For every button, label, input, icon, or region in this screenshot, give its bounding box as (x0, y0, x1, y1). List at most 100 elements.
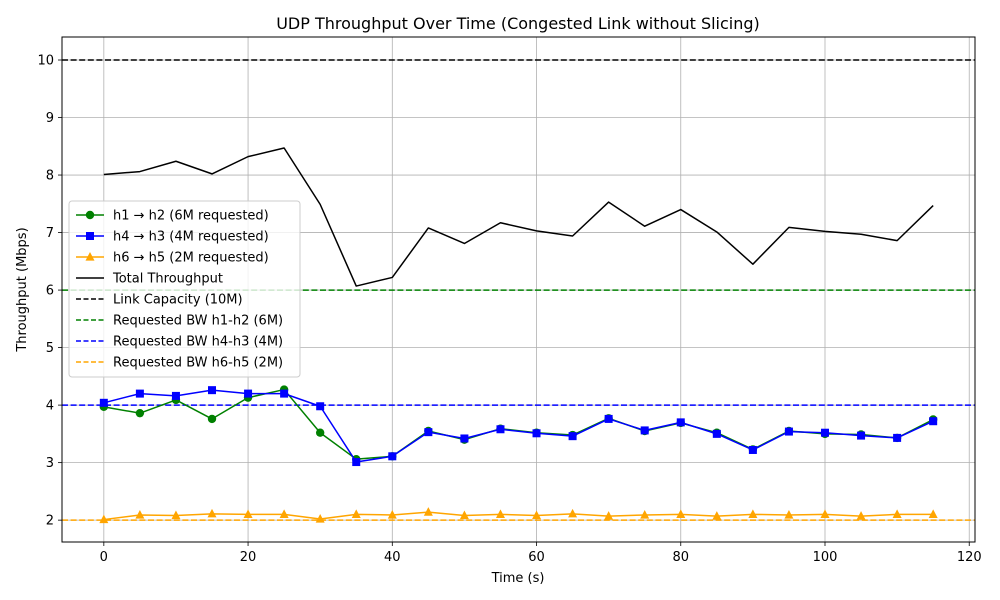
data-point (280, 389, 289, 398)
data-point (712, 429, 721, 438)
legend-item[interactable]: h1 → h2 (6M requested) (76, 209, 269, 224)
data-point (640, 509, 650, 519)
data-point (85, 252, 95, 261)
x-tick-label: 0 (100, 550, 108, 565)
data-point (135, 389, 144, 398)
series-group (99, 385, 938, 464)
data-point (929, 417, 938, 426)
series-line (103, 388, 934, 460)
data-point (568, 432, 577, 441)
data-point (459, 510, 469, 520)
data-point (99, 514, 109, 524)
legend-item[interactable]: Total Throughput (76, 272, 223, 287)
data-point (85, 210, 95, 220)
data-series (99, 147, 938, 524)
legend-item[interactable]: Requested BW h4-h3 (4M) (76, 335, 283, 350)
data-point (460, 434, 469, 443)
data-point (676, 418, 685, 427)
y-tick-label: 2 (46, 514, 54, 529)
y-tick-label: 8 (46, 169, 54, 184)
y-tick-label: 6 (46, 284, 54, 299)
data-point (604, 511, 614, 520)
data-point (928, 509, 938, 518)
y-axis-label: Throughput (Mbps) (15, 227, 30, 352)
data-point (171, 510, 181, 520)
data-point (784, 509, 794, 519)
data-point (423, 507, 433, 516)
data-point (86, 232, 94, 240)
reference-lines (62, 59, 975, 521)
legend-label: Requested BW h6-h5 (2M) (113, 356, 283, 371)
x-tick-label: 60 (528, 550, 545, 565)
x-tick-label: 120 (957, 550, 982, 565)
data-point (315, 428, 325, 437)
y-axis-ticks: 2 3 4 5 6 7 8 9 10 (37, 54, 62, 529)
data-point (748, 445, 757, 454)
series-line (103, 389, 934, 463)
data-point (388, 452, 397, 461)
legend-label: h6 → h5 (2M requested) (113, 251, 269, 266)
legend-label: Requested BW h4-h3 (4M) (113, 335, 283, 350)
legend-label: h4 → h3 (4M requested) (113, 230, 269, 245)
data-point (676, 509, 686, 518)
data-point (244, 389, 253, 398)
data-point (171, 391, 180, 400)
legend-item[interactable]: Link Capacity (10M) (76, 293, 243, 308)
data-point (532, 429, 541, 438)
data-point (820, 509, 830, 518)
data-point (207, 508, 217, 518)
data-point (424, 428, 433, 437)
y-tick-label: 4 (46, 399, 54, 414)
x-axis-ticks: 0 20 40 60 80 100 120 (100, 542, 982, 565)
chart-title: UDP Throughput Over Time (Congested Link… (276, 14, 760, 33)
legend-label: Requested BW h1-h2 (6M) (113, 314, 283, 329)
legend-item[interactable]: Requested BW h6-h5 (2M) (76, 356, 283, 371)
legend-item[interactable]: h4 → h3 (4M requested) (76, 230, 269, 245)
data-point (784, 427, 793, 436)
legend-item[interactable]: Requested BW h1-h2 (6M) (76, 314, 283, 329)
data-point (496, 425, 505, 434)
data-point (748, 509, 758, 518)
legend-label: Total Throughput (112, 272, 223, 287)
x-tick-label: 20 (240, 550, 257, 565)
series-group (103, 147, 934, 287)
data-point (893, 433, 902, 442)
data-point (387, 509, 397, 519)
x-tick-label: 80 (672, 550, 689, 565)
data-point (207, 414, 217, 424)
data-point (640, 426, 649, 435)
data-point (820, 428, 829, 437)
y-tick-label: 7 (46, 226, 54, 241)
y-tick-label: 3 (46, 456, 54, 471)
data-point (135, 408, 145, 418)
y-tick-label: 5 (46, 341, 54, 356)
legend-label: Link Capacity (10M) (113, 293, 243, 308)
data-point (135, 509, 145, 519)
data-point (351, 509, 361, 518)
data-point (99, 398, 108, 407)
data-point (208, 386, 217, 395)
data-point (892, 509, 902, 518)
data-point (279, 509, 289, 518)
data-point (316, 402, 325, 411)
data-point (857, 431, 866, 440)
series-group (99, 386, 938, 467)
y-tick-label: 9 (46, 111, 54, 126)
legend-box (68, 200, 301, 378)
legend-item[interactable]: h6 → h5 (2M requested) (76, 251, 269, 266)
data-point (352, 458, 361, 467)
plot-frame (61, 36, 976, 543)
legend-label: h1 → h2 (6M requested) (113, 209, 269, 224)
series-line (103, 147, 934, 287)
data-point (856, 511, 866, 520)
data-point (712, 511, 722, 520)
x-axis-label: Time (s) (491, 571, 545, 586)
series-group (99, 507, 938, 524)
data-point (315, 513, 325, 523)
y-tick-label: 10 (37, 54, 54, 69)
x-tick-label: 40 (384, 550, 401, 565)
legend[interactable]: h1 → h2 (6M requested) h4 → h3 (4M reques… (68, 200, 301, 378)
x-tick-label: 100 (813, 550, 838, 565)
data-point (604, 414, 613, 423)
